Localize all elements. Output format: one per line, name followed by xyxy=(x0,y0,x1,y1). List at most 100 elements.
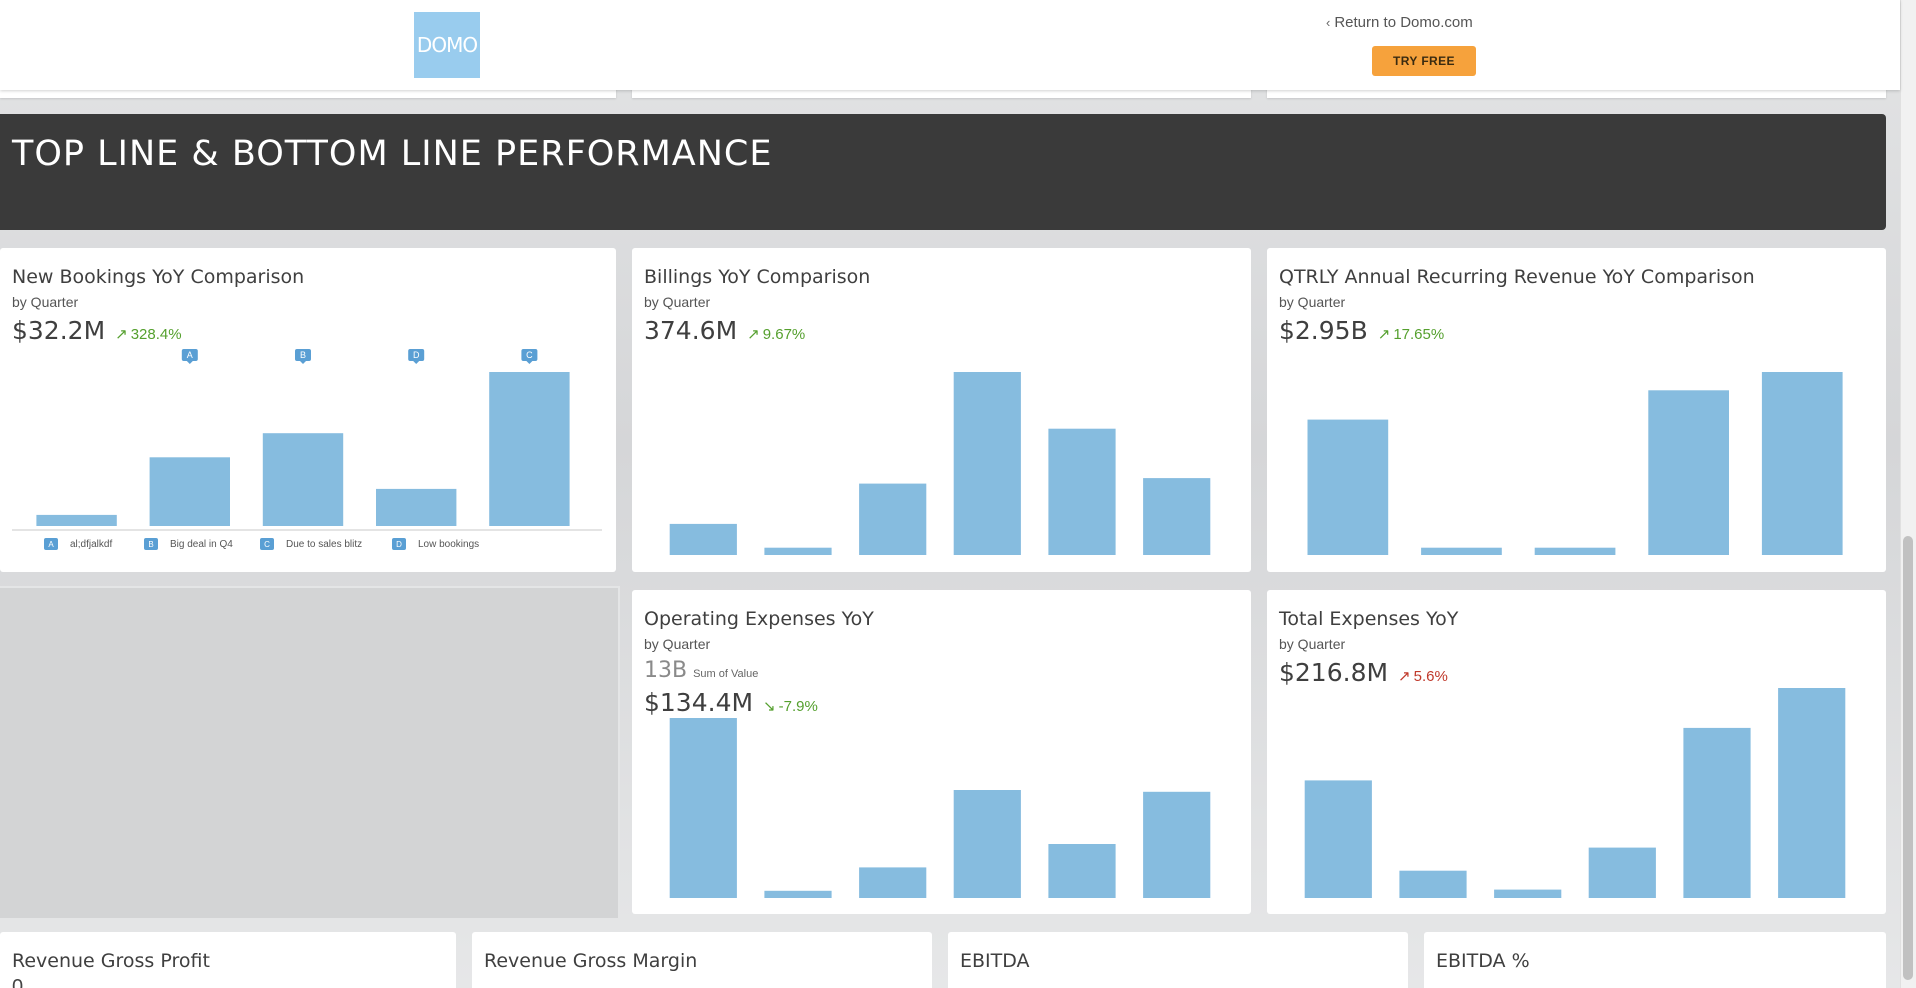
trend-up-icon: ↗ xyxy=(1398,668,1411,685)
chart-bar[interactable] xyxy=(859,867,927,898)
legend-item-d[interactable]: D Low bookings xyxy=(392,538,479,550)
annotation-pointer xyxy=(413,361,420,364)
chart-bar[interactable] xyxy=(764,547,832,555)
summary-change: ↗ 328.4% xyxy=(115,325,181,343)
change-percent: 328.4% xyxy=(130,326,182,343)
change-percent: 5.6% xyxy=(1413,668,1448,685)
chart-bar[interactable] xyxy=(1143,791,1211,898)
arr-bar-chart xyxy=(1307,372,1843,555)
section-title: TOP LINE & BOTTOM LINE PERFORMANCE xyxy=(12,134,773,174)
card-edge xyxy=(632,88,1251,98)
summary-value: 374.6M xyxy=(644,316,738,345)
card-new-bookings[interactable]: New Bookings YoY Comparison by Quarter $… xyxy=(0,248,616,572)
annotation-letter: B xyxy=(300,350,306,360)
change-percent: -7.9% xyxy=(778,698,818,715)
annotation-letter: A xyxy=(187,350,193,360)
card-value-peek: 0 xyxy=(12,976,24,988)
summary-change: ↗ 9.67% xyxy=(747,325,805,343)
annotation-text: Low bookings xyxy=(418,538,480,550)
chart-bar[interactable] xyxy=(149,457,230,526)
top-header: DOMO ‹ Return to Domo.com TRY FREE xyxy=(0,0,1900,90)
card-arr[interactable]: QTRLY Annual Recurring Revenue YoY Compa… xyxy=(1267,248,1886,572)
chevron-left-icon: ‹ xyxy=(1326,15,1331,30)
chart-bar[interactable] xyxy=(1761,372,1843,555)
scrollbar-thumb[interactable] xyxy=(1903,536,1913,980)
return-to-domo-link[interactable]: ‹ Return to Domo.com xyxy=(1326,14,1473,31)
chart-bar[interactable] xyxy=(669,523,737,555)
chart-bar[interactable] xyxy=(262,433,344,526)
chart-bar[interactable] xyxy=(1307,419,1389,555)
summary-value: $134.4M xyxy=(644,688,754,717)
chart-bar[interactable] xyxy=(669,718,737,898)
card-title: Operating Expenses YoY xyxy=(644,608,874,630)
card-ebitda-percent[interactable]: EBITDA % xyxy=(1424,932,1886,988)
try-free-button[interactable]: TRY FREE xyxy=(1372,46,1476,76)
card-title: Total Expenses YoY xyxy=(1279,608,1459,630)
summary-change: ↗ 5.6% xyxy=(1398,667,1448,685)
secondary-value: 13B xyxy=(644,658,688,683)
chart-bar[interactable] xyxy=(1304,780,1372,898)
legend-item-b[interactable]: B Big deal in Q4 xyxy=(144,538,260,550)
trend-down-icon: ↘ xyxy=(763,698,776,715)
summary-value: $2.95B xyxy=(1279,316,1368,345)
card-revenue-gross-margin[interactable]: Revenue Gross Margin xyxy=(472,932,932,988)
annotation-pointer xyxy=(300,361,306,364)
card-billings[interactable]: Billings YoY Comparison by Quarter 374.6… xyxy=(632,248,1251,572)
card-title: Revenue Gross Margin xyxy=(484,950,698,972)
chart-bar[interactable] xyxy=(376,488,457,526)
chart-bar[interactable] xyxy=(1048,844,1116,898)
chart-bar[interactable] xyxy=(953,790,1021,898)
card-revenue-gross-profit[interactable]: Revenue Gross Profit 0 xyxy=(0,932,456,988)
chart-bar[interactable] xyxy=(1048,428,1116,555)
chart-bar[interactable] xyxy=(1648,390,1729,555)
annotation-text: Due to sales blitz xyxy=(286,538,363,550)
card-subtitle: by Quarter xyxy=(644,636,711,652)
chart-bar[interactable] xyxy=(1494,889,1562,898)
bar-annotation-marker[interactable]: B xyxy=(295,349,311,364)
chart-bar[interactable] xyxy=(36,514,117,526)
chart-bar[interactable] xyxy=(1143,478,1211,555)
card-summary: $216.8M ↗ 5.6% xyxy=(1279,658,1448,687)
annotation-text: Big deal in Q4 xyxy=(170,538,233,550)
legend-item-c[interactable]: C Due to sales blitz xyxy=(260,538,392,550)
trend-up-icon: ↗ xyxy=(747,326,760,343)
chart-bar[interactable] xyxy=(1778,688,1846,898)
chart-bar[interactable] xyxy=(1421,547,1502,555)
bar-annotation-marker[interactable]: A xyxy=(181,349,198,364)
summary-change: ↘ -7.9% xyxy=(763,697,818,715)
chart-bar[interactable] xyxy=(1683,727,1751,898)
card-summary: $2.95B ↗ 17.65% xyxy=(1279,316,1444,345)
card-title: EBITDA % xyxy=(1436,950,1530,972)
annotation-badge xyxy=(181,349,198,361)
chart-bar[interactable] xyxy=(953,372,1021,555)
annotation-letter: C xyxy=(526,350,533,360)
card-subtitle: by Quarter xyxy=(12,294,79,310)
annotation-text: al;dfjalkdf xyxy=(70,538,113,550)
total-expenses-bar-chart xyxy=(1304,688,1846,898)
chart-bar[interactable] xyxy=(1399,870,1467,898)
secondary-summary: 13B Sum of Value xyxy=(644,658,758,683)
domo-logo[interactable]: DOMO xyxy=(414,12,480,78)
card-operating-expenses[interactable]: Operating Expenses YoY by Quarter 13B Su… xyxy=(632,590,1251,914)
chart-bar[interactable] xyxy=(489,372,570,526)
trend-up-icon: ↗ xyxy=(1377,326,1391,343)
chart-bar[interactable] xyxy=(859,483,927,555)
card-subtitle: by Quarter xyxy=(644,294,711,310)
card-title: QTRLY Annual Recurring Revenue YoY Compa… xyxy=(1279,266,1755,288)
card-summary: 374.6M ↗ 9.67% xyxy=(644,316,805,345)
bar-annotation-marker[interactable]: D xyxy=(408,349,425,364)
card-subtitle: by Quarter xyxy=(1279,294,1346,310)
chart-bar[interactable] xyxy=(1588,847,1656,898)
card-total-expenses[interactable]: Total Expenses YoY by Quarter $216.8M ↗ 5… xyxy=(1267,590,1886,914)
chart-bar[interactable] xyxy=(1534,547,1616,555)
annotation-badge: D xyxy=(392,538,406,550)
bar-annotation-marker[interactable]: C xyxy=(521,349,538,364)
card-ebitda[interactable]: EBITDA xyxy=(948,932,1408,988)
chart-bar[interactable] xyxy=(764,890,832,898)
annotation-pointer xyxy=(186,361,193,364)
card-edge xyxy=(0,88,616,98)
billings-bar-chart xyxy=(669,372,1211,555)
annotation-badge xyxy=(295,349,311,361)
